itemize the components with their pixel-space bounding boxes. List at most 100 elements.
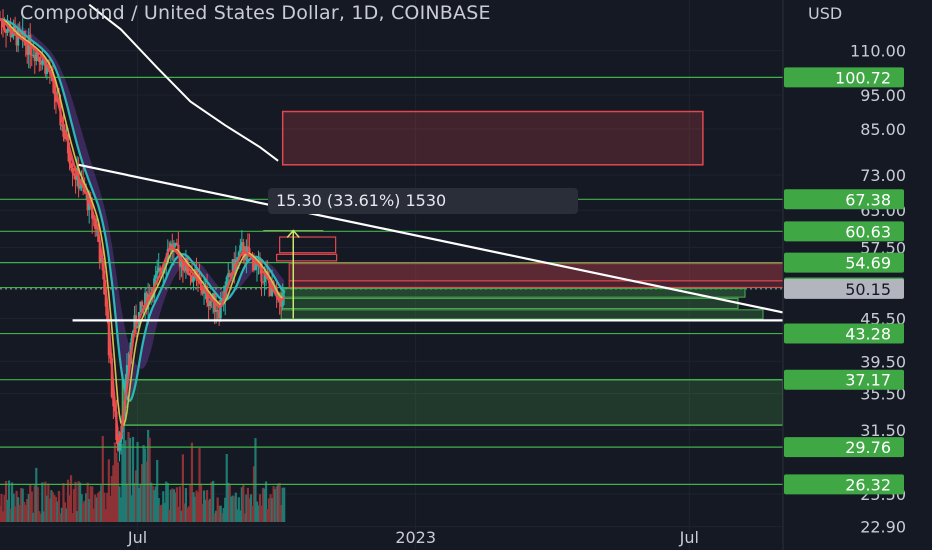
- volume-bar: [29, 484, 32, 522]
- volume-bar: [148, 437, 151, 522]
- volume-bar: [98, 491, 101, 522]
- candle-body: [142, 305, 145, 307]
- volume-bar: [165, 481, 168, 522]
- volume-bar: [33, 485, 36, 522]
- volume-bar: [261, 487, 265, 522]
- volume-bar: [125, 484, 129, 522]
- price-tick-label: 22.90: [860, 518, 906, 537]
- price-axis-badges: 100.7267.3860.6354.6950.3743.2837.1729.7…: [784, 67, 904, 495]
- candle-body: [272, 281, 275, 291]
- candle-body: [263, 271, 266, 283]
- ma-fast-line: [0, 18, 285, 442]
- candle-body: [35, 52, 38, 62]
- volume-bar: [48, 498, 51, 522]
- candle-body: [54, 94, 58, 102]
- price-tick-label: 110.00: [850, 42, 906, 61]
- volume-bar: [128, 437, 132, 522]
- candle-body: [210, 300, 213, 302]
- candle-body: [159, 267, 162, 273]
- volume-bar: [189, 484, 192, 522]
- position-box: [280, 288, 746, 298]
- volume-bar: [154, 486, 157, 522]
- trendlines: [72, 163, 784, 322]
- position-box: [288, 280, 784, 288]
- volume-bar: [62, 483, 65, 522]
- volume-bar: [267, 498, 271, 522]
- candle-body: [23, 31, 26, 41]
- level-badge: [784, 252, 904, 273]
- level-badge-label: 54.69: [845, 254, 891, 273]
- volume-bar: [106, 492, 109, 522]
- candle-body: [192, 277, 195, 282]
- candle-body: [136, 327, 139, 329]
- candle-body: [57, 97, 61, 103]
- candle-body: [248, 248, 251, 257]
- volume-bar: [222, 507, 225, 522]
- volume-bar: [30, 491, 33, 522]
- ma-mid-line: [0, 18, 285, 427]
- volume-bar: [215, 510, 218, 522]
- volume-bar: [51, 492, 55, 522]
- candle-body: [236, 257, 239, 260]
- candle-body: [14, 26, 17, 31]
- volume-bar: [44, 481, 47, 522]
- volume-bar: [86, 482, 89, 522]
- price-tick-label: 95.00: [860, 86, 906, 105]
- level-badge: [784, 369, 904, 390]
- volume-bar: [254, 438, 257, 522]
- volume-bar: [115, 452, 118, 522]
- volume-bar: [82, 502, 85, 522]
- volume-bar: [193, 496, 197, 522]
- candle-body: [10, 36, 14, 38]
- time-tick-label: Jul: [679, 528, 699, 547]
- candle-body: [112, 396, 115, 407]
- volume-bar: [121, 443, 124, 522]
- chart-title: Compound / United States Dollar, 1D, COI…: [20, 2, 491, 24]
- position-box: [280, 309, 764, 320]
- volume-bar: [225, 453, 228, 522]
- volume-bar: [136, 441, 139, 522]
- level-badge-label: 29.76: [845, 438, 891, 457]
- ma-cloud: [0, 19, 285, 401]
- volume-bar: [216, 497, 219, 522]
- volume-bar: [32, 512, 35, 522]
- volume-bar: [85, 493, 88, 522]
- volume-bar: [10, 482, 14, 522]
- volume-bar: [142, 445, 145, 522]
- volume-bar: [3, 494, 6, 522]
- level-badge: [784, 323, 904, 344]
- current-price-badge: [784, 278, 904, 299]
- volume-bar: [195, 490, 198, 522]
- volume-bar: [159, 505, 162, 522]
- volume-bar: [134, 470, 138, 522]
- volume-bar: [42, 511, 45, 522]
- time-axis-ticks[interactable]: Jul 2023 Jul: [127, 528, 699, 547]
- volume-bar: [83, 500, 86, 522]
- volume-bar: [39, 513, 42, 522]
- level-badge: [784, 189, 904, 210]
- volume-bar: [201, 503, 204, 522]
- candle-body: [98, 241, 101, 263]
- volume-bar: [248, 498, 251, 522]
- candle-body: [26, 45, 29, 55]
- volume-bar: [242, 484, 245, 522]
- volume-bar: [91, 486, 94, 522]
- candle-body: [242, 242, 245, 258]
- measure-tool: [263, 229, 324, 319]
- volume-bar: [230, 496, 233, 522]
- volume-bar: [139, 484, 142, 522]
- volume-bar: [221, 513, 224, 522]
- price-tick-label: 31.50: [860, 421, 906, 440]
- volume-bar: [94, 494, 97, 522]
- price-tick-label: 39.50: [860, 352, 906, 371]
- candle-body: [257, 258, 260, 262]
- candle-body: [20, 31, 23, 35]
- volume-bar: [75, 511, 79, 522]
- volume-bar: [169, 489, 172, 522]
- candle-body: [207, 302, 210, 307]
- volume-bar: [177, 506, 180, 522]
- volume-bar: [237, 497, 240, 522]
- volume-bar: [18, 505, 21, 522]
- volume-bar: [258, 494, 262, 522]
